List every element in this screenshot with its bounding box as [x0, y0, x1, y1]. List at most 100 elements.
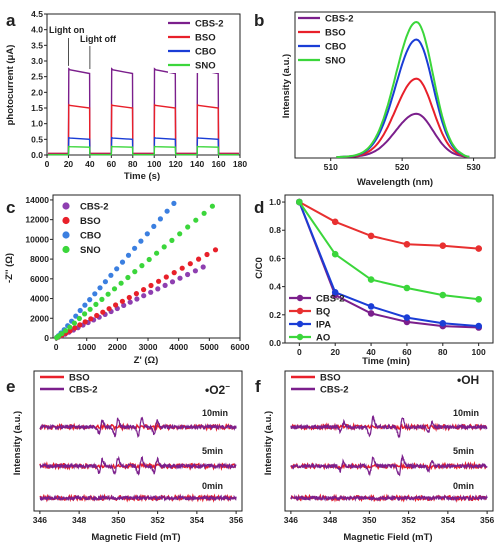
data-point-sno: [93, 301, 99, 307]
data-point-bso: [82, 319, 88, 325]
data-point-sno: [177, 231, 183, 237]
y-tick-label: 0.6: [269, 253, 281, 263]
plot-frame: [284, 194, 494, 344]
y-tick-label: 3.0: [31, 56, 43, 66]
legend-label: CBS-2: [69, 385, 98, 396]
data-point-bso: [171, 270, 177, 276]
legend-label: CBS-2: [195, 19, 224, 30]
legend-marker: [62, 231, 70, 239]
x-tick-label: 346: [33, 515, 47, 525]
legend-label: CBS-2: [316, 294, 345, 305]
x-tick-label: 0: [297, 347, 302, 357]
y-tick-label: 0: [44, 333, 49, 343]
y-tick-label: 4000: [30, 294, 49, 304]
x-tick-label: 520: [395, 162, 409, 172]
data-point-cbo: [144, 231, 150, 237]
data-point-cbo: [171, 200, 177, 206]
data-point-cbs-2: [162, 282, 168, 288]
data-point-cbs-2: [155, 286, 161, 292]
y-axis-label: Intensity (a.u.): [281, 54, 292, 118]
radical-charge: −: [225, 382, 230, 391]
data-point-cbo: [114, 266, 120, 272]
legend-label: CBS-2: [80, 202, 109, 213]
data-point-sno: [67, 324, 73, 330]
data-point-sno: [87, 306, 93, 312]
data-point-ao: [367, 276, 375, 283]
y-tick-label: 10000: [25, 234, 49, 244]
annotation-light-off: Light off: [80, 34, 117, 44]
data-point-cbo: [164, 208, 170, 214]
data-point-sno: [185, 224, 191, 230]
data-point-bso: [77, 322, 83, 328]
data-point-cbs-2: [127, 299, 133, 305]
x-axis-label: Magnetic Field (mT): [91, 532, 180, 543]
data-point-sno: [59, 331, 65, 337]
data-point-cbs-2: [200, 264, 206, 270]
legend-label: AO: [316, 333, 330, 344]
y-tick-label: 8000: [30, 254, 49, 264]
data-point-bso: [141, 287, 147, 293]
x-tick-label: 6000: [231, 342, 250, 352]
x-tick-label: 346: [284, 515, 298, 525]
x-axis-label: Magnetic Field (mT): [343, 532, 432, 543]
x-tick-label: 120: [169, 159, 183, 169]
legend-label: SNO: [325, 56, 346, 67]
data-point-bso: [119, 298, 125, 304]
series-line-sno: [336, 20, 470, 158]
x-tick-label: 4000: [169, 342, 188, 352]
x-axis-label: Time (min): [362, 356, 410, 367]
x-tick-label: 160: [211, 159, 225, 169]
data-point-bq: [367, 232, 375, 240]
data-point-cbs-2: [148, 289, 154, 295]
panel-label: e: [6, 377, 15, 396]
data-point-sno: [111, 286, 118, 292]
data-point-ipa: [331, 289, 339, 296]
data-point-cbo: [138, 238, 144, 244]
x-tick-label: 100: [147, 159, 161, 169]
legend-marker: [296, 307, 304, 315]
legend-label: CBO: [195, 47, 216, 58]
data-point-cbs-2: [192, 268, 198, 274]
series-line-sno: [48, 145, 239, 156]
panel-d: d Time (min) C/C0 0 20 40 60 80 100 0.0 0.2 0.4 0…: [254, 194, 494, 367]
x-tick-label: 20: [330, 347, 340, 357]
data-point-ao: [296, 198, 303, 206]
x-tick-label: 2000: [108, 342, 127, 352]
x-tick-label: 0: [54, 342, 59, 352]
y-axis-label: -Z'' (Ω): [4, 253, 15, 283]
legend-label: SNO: [195, 61, 216, 72]
data-point-cbs-2: [177, 275, 183, 281]
data-point-sno: [125, 274, 131, 281]
y-tick-label: 2.0: [31, 87, 43, 97]
y-tick-label: 2000: [30, 313, 49, 323]
x-tick-label: 356: [480, 515, 494, 525]
data-point-cbo: [108, 272, 114, 278]
radical-label: •OH: [457, 373, 479, 387]
trace-label: 5min: [202, 446, 223, 456]
data-point-bso: [72, 325, 78, 331]
plot-frame: [33, 370, 243, 512]
legend: CBS-2 BSO CBO SNO: [168, 15, 239, 73]
data-point-bso: [212, 247, 219, 253]
data-point-cbo: [151, 223, 157, 229]
x-tick-label: 5000: [200, 342, 219, 352]
series-line-bq: [298, 201, 479, 250]
trace-label: 10min: [453, 408, 479, 418]
y-tick-label: 0.8: [269, 225, 281, 235]
legend-label: SNO: [80, 245, 101, 256]
trace-cbs-2: [39, 494, 237, 502]
legend-label: BSO: [325, 28, 346, 39]
data-point-cbo: [87, 297, 93, 303]
x-tick-label: 80: [128, 159, 138, 169]
data-point-ao: [439, 291, 447, 299]
data-point-bso: [106, 306, 112, 312]
data-point-sno: [82, 311, 88, 317]
y-tick-label: 1.5: [31, 103, 43, 113]
data-point-bso: [113, 302, 119, 308]
trace-label: 10min: [202, 408, 228, 418]
panel-label: a: [6, 11, 16, 30]
trace-cbs-2: [39, 455, 237, 476]
x-tick-label: 352: [402, 515, 416, 525]
legend: CBS-2 BSO CBO SNO: [62, 202, 109, 256]
